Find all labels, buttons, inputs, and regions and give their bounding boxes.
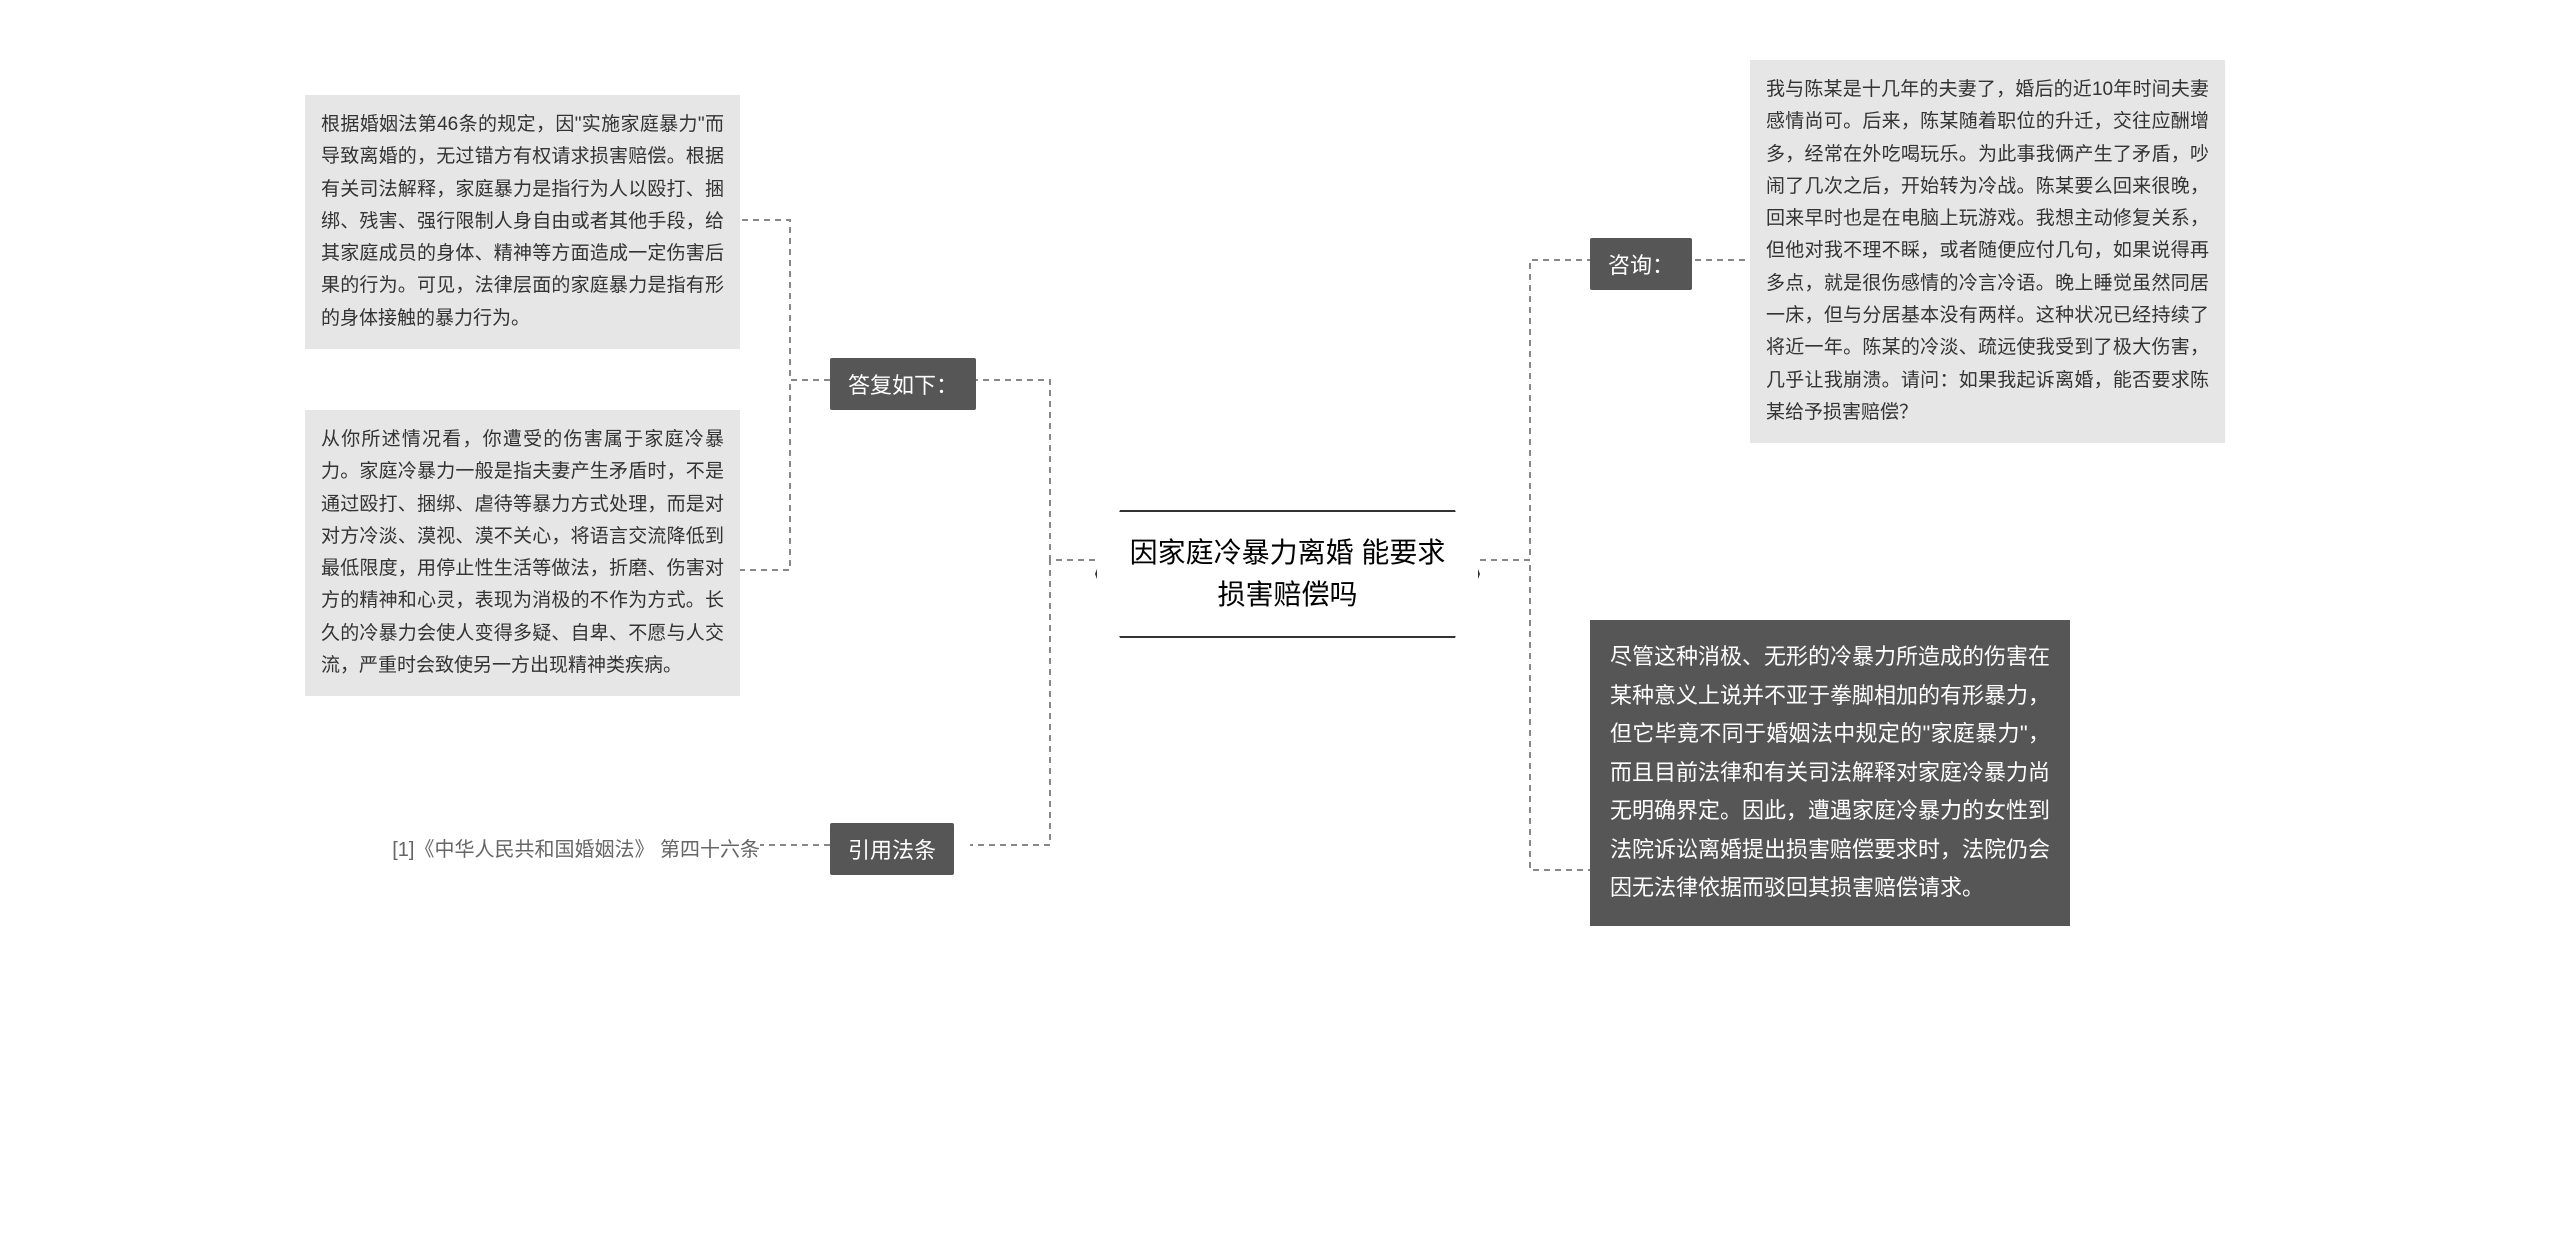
reply-box-1: 根据婚姻法第46条的规定，因"实施家庭暴力"而导致离婚的，无过错方有权请求损害赔… [305, 95, 740, 349]
branch-consult-label: 咨询： [1590, 238, 1692, 290]
branch-ref-label: 引用法条 [830, 823, 954, 875]
ref-text: [1]《中华人民共和国婚姻法》 第四十六条 [320, 833, 760, 862]
center-topic-text: 因家庭冷暴力离婚 能要求损害赔偿吗 [1127, 532, 1448, 616]
consult-box: 我与陈某是十几年的夫妻了，婚后的近10年时间夫妻感情尚可。后来，陈某随着职位的升… [1750, 60, 2225, 443]
conclusion-box: 尽管这种消极、无形的冷暴力所造成的伤害在某种意义上说并不亚于拳脚相加的有形暴力，… [1590, 620, 2070, 926]
branch-reply-label: 答复如下： [830, 358, 976, 410]
reply-box-2: 从你所述情况看，你遭受的伤害属于家庭冷暴力。家庭冷暴力一般是指夫妻产生矛盾时，不… [305, 410, 740, 696]
center-topic: 因家庭冷暴力离婚 能要求损害赔偿吗 [1095, 510, 1480, 638]
